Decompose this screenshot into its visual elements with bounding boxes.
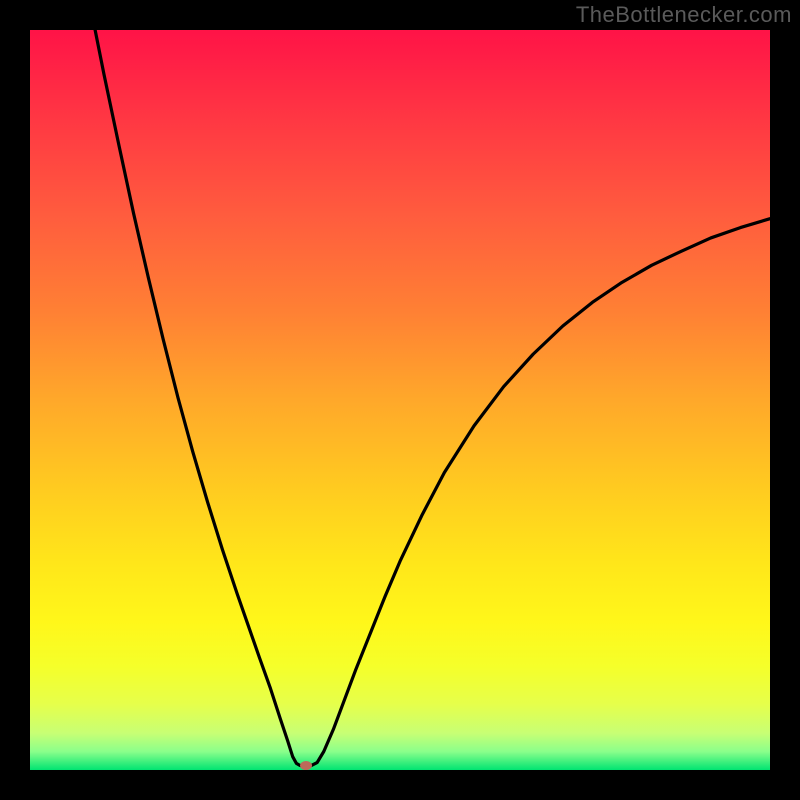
chart-frame: TheBottlenecker.com xyxy=(0,0,800,800)
plot-area xyxy=(30,30,770,770)
bottleneck-curve xyxy=(30,30,770,770)
watermark-text: TheBottlenecker.com xyxy=(576,2,792,28)
